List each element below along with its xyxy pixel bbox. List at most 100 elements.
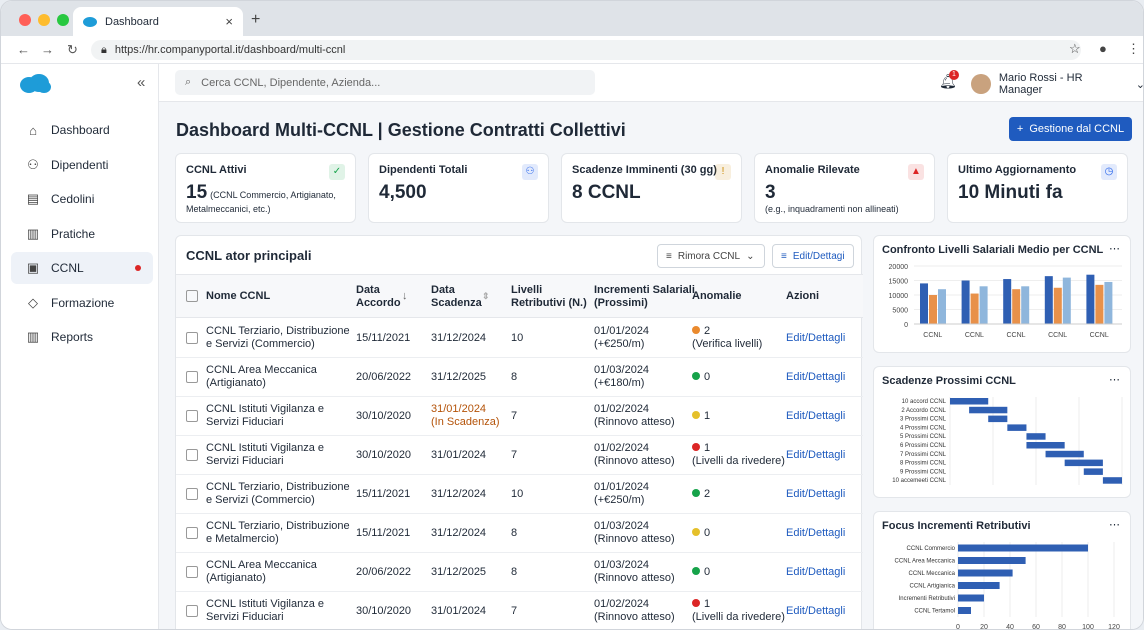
sidebar-item-cedolini[interactable]: ▤ Cedolini [11, 183, 153, 215]
row-checkbox[interactable] [186, 527, 198, 539]
bar [970, 293, 979, 324]
salary-bar-chart: 20000 15000 10000 5000 0 CCNL CCNL CCNL CCNL CCNL [889, 264, 1122, 339]
column-header[interactable]: Nome CCNL [206, 290, 270, 303]
sidebar-item-dipendenti[interactable]: ⚇ Dipendenti [11, 149, 153, 181]
data-scadenza: 31/01/2024 [431, 449, 486, 462]
status-dot [692, 443, 700, 451]
increments-bar-chart: 0 20 40 60 80 100 120 CCNL Commercio CCNL Area M… [895, 542, 1120, 629]
column-header[interactable]: Incrementi Salariali (Prossimi) [594, 284, 695, 310]
column-header-text: Anomalie [692, 290, 742, 302]
reload-icon[interactable]: ↻ [67, 42, 78, 57]
table-row: CCNL Istituti Vigilanza e Servizi Fiducia… [176, 436, 863, 475]
column-header[interactable]: Livelli Retributivi (N.) [511, 284, 587, 310]
column-header[interactable]: Anomalie [692, 290, 742, 303]
row-checkbox[interactable] [186, 332, 198, 344]
bar [979, 286, 988, 324]
close-window-button[interactable] [19, 14, 31, 26]
url-field[interactable]: 🔒︎ https://hr.companyportal.it/dashboard… [91, 40, 1081, 60]
search-icon: ⌕ [185, 76, 192, 88]
column-header[interactable]: Data Scadenza [431, 284, 482, 310]
status-dot [692, 326, 700, 334]
kpi-value-row: 10 Minuti fa [958, 176, 1117, 204]
bookmark-star-icon[interactable]: ☆ [1069, 41, 1081, 56]
edit-details-link[interactable]: Edit/Dettagli [786, 488, 846, 500]
main-content: Dashboard Multi-CCNL | Gestione Contratt… [159, 102, 1143, 629]
ccnl-name-line: e Servizi (Commercio) [206, 494, 315, 506]
sidebar-item-pratiche[interactable]: ▥ Pratiche [11, 218, 153, 250]
search-input[interactable]: ⌕ Cerca CCNL, Dipendente, Azienda... [175, 70, 595, 95]
select-all-checkbox[interactable] [186, 290, 198, 302]
data-accordo: 30/10/2020 [356, 449, 412, 461]
browser-tab[interactable]: Dashboard × [73, 7, 243, 36]
row-checkbox[interactable] [186, 371, 198, 383]
sidebar-item-dashboard[interactable]: ⌂ Dashboard [11, 114, 153, 146]
anomalie: 0 [692, 527, 710, 540]
row-checkbox[interactable] [186, 410, 198, 422]
incrementi-line: 01/01/2024 [594, 481, 650, 493]
list-icon: ≡ [781, 250, 787, 262]
sidebar-item-reports[interactable]: ▥ Reports [11, 321, 153, 353]
edit-details-label: Edit/Dettagi [792, 250, 845, 262]
bar [1104, 281, 1113, 324]
more-options-icon[interactable]: ⋯ [1109, 519, 1120, 531]
profile-icon[interactable]: ● [1099, 41, 1107, 56]
anomalie-count-row: 1 [692, 442, 785, 455]
more-options-icon[interactable]: ⋯ [1109, 374, 1120, 386]
bar [1003, 279, 1012, 324]
incrementi-salariali: 01/02/2024 (Rinnovo atteso) [594, 442, 675, 468]
data-accordo: 20/06/2022 [356, 566, 412, 578]
bar [958, 569, 1013, 577]
sidebar-item-formazione[interactable]: ◇ Formazione [11, 287, 153, 319]
category-label: 8 Prossimi CCNL [900, 461, 947, 467]
file-icon: ▥ [26, 225, 40, 241]
incrementi-salariali: 01/02/2024 (Rinnovo atteso) [594, 598, 675, 624]
maximize-window-button[interactable] [57, 14, 69, 26]
anomalie: 0 [692, 371, 710, 384]
edit-details-link[interactable]: Edit/Dettagli [786, 527, 846, 539]
gantt-bar [1026, 442, 1065, 449]
column-header-text: Data [431, 284, 455, 296]
more-options-icon[interactable]: ⋯ [1109, 243, 1120, 255]
row-checkbox[interactable] [186, 566, 198, 578]
livelli-retributivi: 8 [511, 566, 518, 578]
close-tab-icon[interactable]: × [225, 14, 233, 29]
sort-down-icon[interactable]: ↓ [402, 290, 408, 302]
incrementi-line: 01/01/2024 [594, 325, 650, 337]
ccnl-name-line: e Metalmercio) [206, 533, 279, 545]
edit-details-link[interactable]: Edit/Dettagli [786, 566, 846, 578]
minimize-window-button[interactable] [38, 14, 50, 26]
back-icon[interactable]: ← [17, 42, 30, 57]
data-accordo: 20/06/2022 [356, 371, 412, 383]
user-menu[interactable]: Mario Rossi - HR Manager ⌄ [971, 72, 1143, 96]
kpi-label: CCNL Attivi [186, 164, 247, 176]
gestione-ccnl-button[interactable]: + Gestione dal CCNL [1009, 117, 1132, 141]
tab-bar: Dashboard × + [1, 1, 1143, 36]
incrementi-line: 01/02/2024 [594, 442, 650, 454]
incrementi-line: (Rinnovo atteso) [594, 572, 675, 584]
row-checkbox[interactable] [186, 488, 198, 500]
category-label: 9 Prossimi CCNL [900, 469, 947, 475]
data-scadenza-line: 31/12/2024 [431, 332, 487, 344]
sort-icon[interactable]: ⇕ [482, 291, 490, 301]
edit-details-link[interactable]: Edit/Dettagli [786, 332, 846, 344]
edit-details-link[interactable]: Edit/Dettagli [786, 371, 846, 383]
column-header-text: Incrementi Salariali [594, 284, 695, 296]
edit-details-button[interactable]: ≡ Edit/Dettagi [772, 244, 854, 268]
menu-icon[interactable]: ⋮ [1127, 41, 1140, 56]
kpi-value: 3 [765, 182, 776, 203]
url-text: https://hr.companyportal.it/dashboard/mu… [114, 44, 346, 56]
new-tab-icon[interactable]: + [251, 11, 261, 28]
collapse-sidebar-icon[interactable]: « [137, 74, 146, 91]
edit-details-link[interactable]: Edit/Dettagli [786, 605, 846, 617]
row-checkbox[interactable] [186, 605, 198, 617]
column-header[interactable]: Data Accordo [356, 284, 401, 310]
row-checkbox[interactable] [186, 449, 198, 461]
edit-details-link[interactable]: Edit/Dettagli [786, 410, 846, 422]
incrementi-line: (Rinnovo atteso) [594, 455, 675, 467]
filter-dropdown[interactable]: ≡ Rimora CCNL ⌄ [657, 244, 765, 268]
sidebar-item-ccnl[interactable]: ▣ CCNL [11, 252, 153, 284]
column-header[interactable]: Azioni [786, 290, 819, 303]
edit-details-link[interactable]: Edit/Dettagli [786, 449, 846, 461]
category-label: 3 Prossimi CCNL [900, 417, 947, 423]
forward-icon[interactable]: → [41, 42, 54, 57]
